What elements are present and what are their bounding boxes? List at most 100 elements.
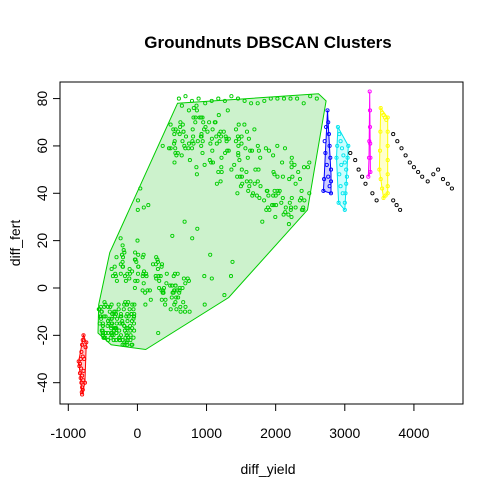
data-point xyxy=(301,101,306,106)
data-point xyxy=(229,167,234,172)
data-point xyxy=(124,330,129,336)
x-tick-label: 0 xyxy=(134,425,142,441)
data-point xyxy=(223,134,228,139)
data-point xyxy=(121,307,126,312)
data-point xyxy=(244,129,250,134)
data-point xyxy=(256,167,261,172)
data-point xyxy=(222,98,227,103)
data-point xyxy=(195,226,200,231)
data-point xyxy=(112,264,117,269)
data-point xyxy=(307,191,312,196)
data-point xyxy=(138,186,143,191)
data-point xyxy=(183,281,188,286)
data-point xyxy=(403,153,408,158)
data-point xyxy=(271,169,276,175)
data-point xyxy=(122,250,127,255)
data-point xyxy=(80,354,85,359)
data-point xyxy=(275,174,280,179)
data-point xyxy=(236,122,241,127)
data-point xyxy=(314,96,319,101)
data-point xyxy=(128,323,133,328)
data-point xyxy=(275,188,280,193)
data-point xyxy=(247,184,252,189)
data-point xyxy=(322,177,327,182)
data-point xyxy=(236,150,241,156)
x-tick-label: -1000 xyxy=(50,425,86,441)
data-point xyxy=(431,172,436,177)
data-point xyxy=(270,203,275,208)
data-point xyxy=(440,177,446,182)
data-point xyxy=(366,174,371,179)
x-axis: -1000 0 1000 2000 3000 4000 xyxy=(50,403,430,441)
data-point xyxy=(80,373,85,378)
data-point xyxy=(177,290,182,295)
data-point xyxy=(83,345,88,350)
data-point xyxy=(339,162,344,167)
data-point xyxy=(156,330,161,336)
data-point xyxy=(338,184,343,189)
data-point xyxy=(194,172,199,177)
data-point xyxy=(111,311,116,317)
data-point xyxy=(368,141,373,146)
data-point xyxy=(288,207,293,212)
data-point xyxy=(186,108,191,113)
data-point xyxy=(385,143,390,148)
data-point xyxy=(286,212,291,217)
data-point xyxy=(296,169,301,175)
data-point xyxy=(222,293,227,298)
data-point xyxy=(190,127,195,132)
x-axis-label: diff_yield xyxy=(240,461,295,477)
data-point xyxy=(225,148,230,153)
data-point xyxy=(183,94,188,99)
data-point xyxy=(159,264,164,269)
data-point xyxy=(305,165,311,170)
data-point xyxy=(168,146,173,151)
data-point xyxy=(233,139,238,144)
data-point xyxy=(367,108,373,113)
data-point xyxy=(209,98,214,103)
data-point xyxy=(271,193,276,198)
data-point xyxy=(337,172,342,177)
data-point xyxy=(99,316,104,321)
data-point xyxy=(272,172,277,177)
data-point xyxy=(193,120,198,125)
data-point xyxy=(292,162,297,167)
data-point xyxy=(394,203,399,208)
data-point xyxy=(436,167,441,172)
data-point xyxy=(209,136,214,141)
data-point xyxy=(148,297,153,302)
data-point xyxy=(377,167,382,172)
data-point xyxy=(173,283,178,288)
data-point xyxy=(135,207,140,212)
data-point xyxy=(258,184,263,189)
data-point xyxy=(118,236,123,241)
data-point xyxy=(147,288,152,293)
data-point xyxy=(324,124,329,130)
data-point xyxy=(125,319,130,324)
data-point xyxy=(353,158,358,163)
data-point xyxy=(166,146,172,151)
data-point xyxy=(327,184,332,189)
data-point xyxy=(236,153,241,158)
data-point xyxy=(79,390,84,395)
data-point xyxy=(199,115,204,120)
cluster-hull-2 xyxy=(97,93,327,351)
data-point xyxy=(242,98,247,103)
data-point xyxy=(328,179,334,184)
data-point xyxy=(132,302,137,307)
data-point xyxy=(281,96,287,101)
data-point xyxy=(140,255,145,260)
data-point xyxy=(224,136,229,141)
data-point xyxy=(172,139,177,144)
data-point xyxy=(183,304,188,309)
data-point xyxy=(171,127,176,132)
data-point xyxy=(181,300,186,305)
data-point xyxy=(385,184,390,189)
data-point xyxy=(127,276,132,281)
data-point xyxy=(336,200,341,205)
data-point xyxy=(172,160,177,165)
data-point xyxy=(181,276,186,281)
data-point xyxy=(107,316,112,321)
data-point xyxy=(385,129,390,134)
